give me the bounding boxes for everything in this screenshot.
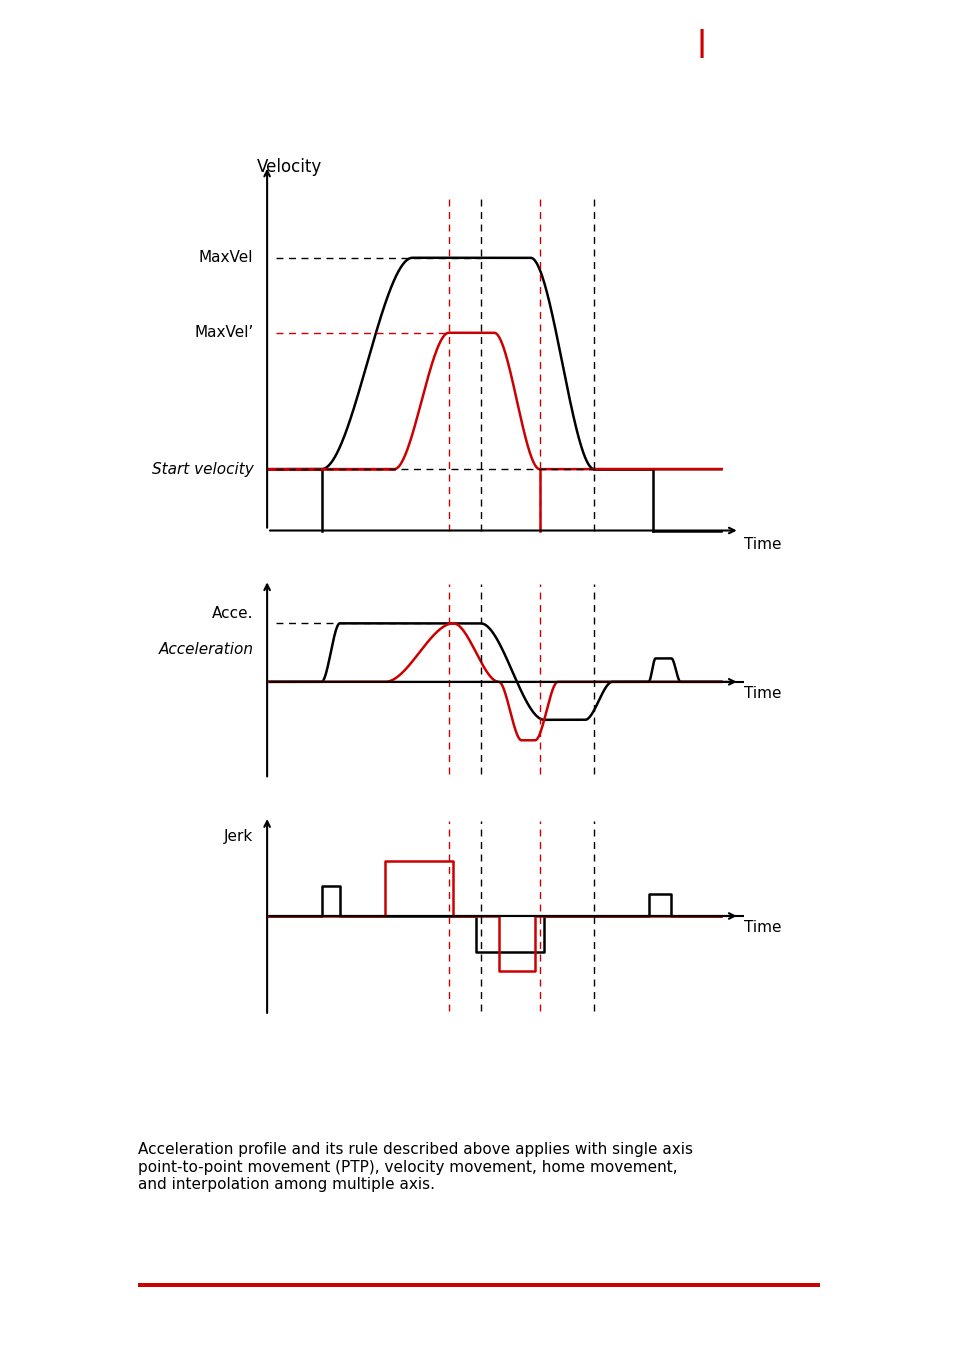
Text: MaxVel: MaxVel (199, 250, 253, 265)
Text: Time: Time (743, 537, 781, 552)
Text: Time: Time (743, 685, 781, 702)
Text: Acce.: Acce. (212, 606, 253, 621)
Text: Acceleration: Acceleration (158, 642, 253, 657)
Text: |: | (696, 28, 705, 58)
Text: Acceleration profile and its rule described above applies with single axis
point: Acceleration profile and its rule descri… (138, 1142, 693, 1192)
Text: MaxVel’: MaxVel’ (193, 326, 253, 341)
Text: Start velocity: Start velocity (152, 461, 253, 477)
Text: Jerk: Jerk (224, 829, 253, 844)
Text: Velocity: Velocity (257, 158, 322, 176)
Text: Time: Time (743, 921, 781, 936)
